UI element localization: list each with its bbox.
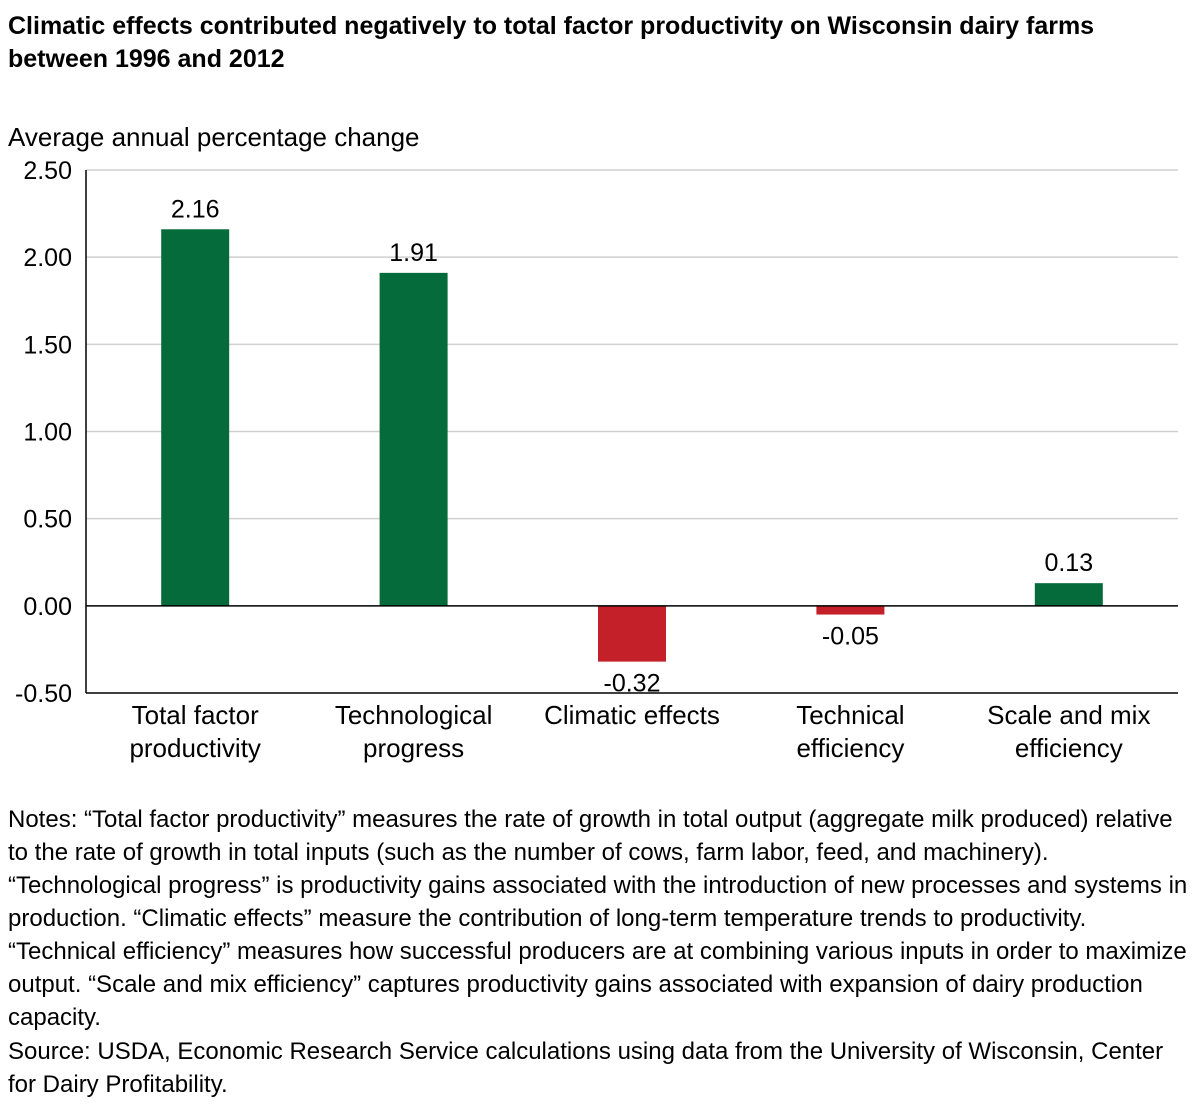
category-label: Total factor bbox=[132, 700, 260, 730]
category-label: progress bbox=[363, 733, 464, 763]
bar bbox=[379, 272, 448, 606]
value-label: 1.91 bbox=[389, 239, 438, 267]
chart-source: Source: USDA, Economic Research Service … bbox=[8, 1038, 1164, 1098]
y-tick-label: 1.50 bbox=[23, 331, 72, 359]
chart-notes: Notes: “Total factor productivity” measu… bbox=[8, 806, 1188, 1031]
axes bbox=[85, 170, 1178, 694]
y-axis-ticks: 2.50 2.00 1.50 1.00 0.50 0.00 -0.50 bbox=[15, 157, 72, 708]
category-label: productivity bbox=[129, 733, 261, 763]
bars bbox=[161, 229, 1103, 662]
y-axis-label: Average annual percentage change bbox=[8, 122, 420, 152]
value-label: 0.13 bbox=[1044, 549, 1093, 577]
y-tick-label: -0.50 bbox=[15, 680, 72, 708]
y-tick-label: 2.00 bbox=[23, 244, 72, 272]
category-label: efficiency bbox=[1015, 733, 1123, 763]
category-label: Scale and mix bbox=[987, 700, 1150, 730]
y-tick-label: 2.50 bbox=[23, 157, 72, 185]
chart-title: Climatic effects contributed negatively … bbox=[8, 12, 1095, 73]
category-label: Technical bbox=[796, 700, 904, 730]
category-label: Technological bbox=[335, 700, 493, 730]
gridlines bbox=[86, 169, 1178, 520]
category-label: Climatic effects bbox=[544, 700, 720, 730]
bar bbox=[1034, 583, 1103, 606]
value-label: -0.05 bbox=[822, 623, 879, 651]
y-tick-label: 1.00 bbox=[23, 419, 72, 447]
y-tick-label: 0.50 bbox=[23, 506, 72, 534]
bar bbox=[816, 605, 885, 615]
category-label: efficiency bbox=[796, 733, 904, 763]
bar-chart: Average annual percentage change 2.50 2.0… bbox=[8, 122, 1178, 763]
bar bbox=[598, 605, 666, 662]
value-label: 2.16 bbox=[171, 195, 220, 223]
bar bbox=[161, 229, 230, 606]
y-tick-label: 0.00 bbox=[23, 593, 72, 621]
